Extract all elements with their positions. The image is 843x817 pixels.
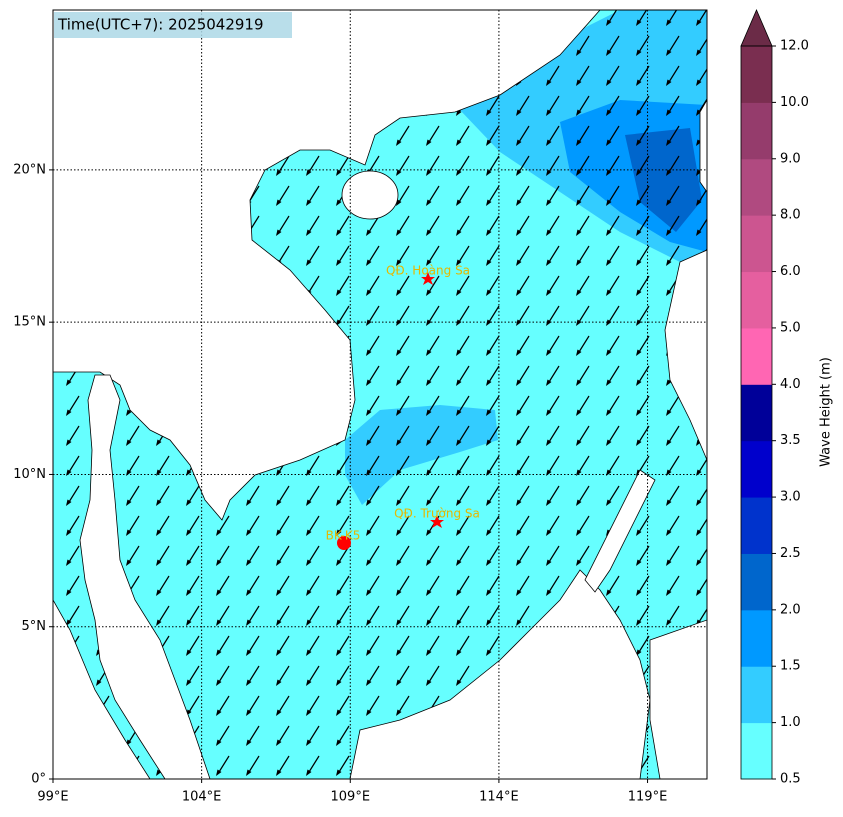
colorbar-band bbox=[741, 215, 772, 273]
lon-tick-label: 114°E bbox=[479, 790, 519, 805]
colorbar-band bbox=[741, 158, 772, 216]
colorbar-tick-label: 3.5 bbox=[780, 433, 801, 448]
lon-tick-label: 99°E bbox=[37, 790, 68, 805]
colorbar-tick-label: 3.0 bbox=[780, 490, 801, 505]
colorbar-tick-label: 9.0 bbox=[780, 151, 801, 166]
colorbar-extension bbox=[740, 8, 773, 47]
malay-peninsula bbox=[79, 374, 211, 779]
annotation: QĐ. Trường Sa bbox=[394, 507, 480, 521]
colorbar-frame bbox=[740, 45, 773, 780]
colorbar-band bbox=[741, 102, 772, 160]
colorbar-band bbox=[741, 553, 772, 611]
colorbar-tick-label: 4.0 bbox=[780, 377, 801, 392]
colorbar-tick-label: 0.5 bbox=[780, 772, 801, 787]
map-frame bbox=[52, 9, 708, 780]
lon-tick-label: 104°E bbox=[182, 790, 222, 805]
hainan bbox=[341, 170, 399, 220]
luzon bbox=[664, 249, 707, 461]
map-area: QĐ. Hoàng Sa QĐ. Trường Sa BK-K5 bbox=[53, 10, 707, 779]
lat-tick-label: 20°N bbox=[13, 162, 46, 177]
colorbar-band bbox=[741, 46, 772, 103]
colorbar-tick-label: 1.0 bbox=[780, 715, 801, 730]
lat-tick-label: 5°N bbox=[22, 619, 47, 634]
colorbar-band bbox=[741, 497, 772, 554]
colorbar-tick-label: 6.0 bbox=[780, 264, 801, 279]
colorbar-band bbox=[741, 327, 772, 385]
sumatra bbox=[53, 599, 151, 779]
lat-tick-label: 10°N bbox=[13, 467, 46, 482]
lon-tick-label: 119°E bbox=[628, 790, 668, 805]
colorbar-tick-label: 1.5 bbox=[780, 659, 801, 674]
palawan bbox=[584, 469, 656, 593]
title: Time(UTC+7): 2025042919 bbox=[57, 16, 264, 34]
graticule bbox=[53, 10, 707, 779]
colorbar-label: Wave Height (m) bbox=[819, 357, 834, 467]
colorbar-band bbox=[741, 722, 772, 780]
colorbar: 0.5 1.0 1.5 2.0 2.5 3.0 3.5 4.0 5.0 6.0 8.0 9.0 10.0… bbox=[740, 8, 809, 787]
lat-tick-label: 15°N bbox=[13, 315, 46, 330]
colorbar-band bbox=[741, 440, 772, 498]
star-marker bbox=[430, 515, 444, 528]
colorbar-band bbox=[741, 271, 772, 329]
station-marker bbox=[337, 536, 351, 550]
colorbar-tick-label: 10.0 bbox=[780, 95, 809, 110]
colorbar-tick-label: 5.0 bbox=[780, 320, 801, 335]
annotation: BK-K5 bbox=[326, 529, 361, 543]
mindanao bbox=[649, 619, 707, 779]
colorbar-band bbox=[741, 384, 772, 442]
borneo bbox=[349, 569, 651, 779]
annotation: QĐ. Hoàng Sa bbox=[386, 264, 470, 278]
lon-tick-label: 109°E bbox=[331, 790, 371, 805]
colorbar-tick-label: 12.0 bbox=[780, 39, 809, 54]
colorbar-band bbox=[741, 666, 772, 724]
colorbar-tick-label: 8.0 bbox=[780, 208, 801, 223]
colorbar-tick-label: 2.5 bbox=[780, 546, 801, 561]
taiwan bbox=[699, 99, 707, 193]
title-box bbox=[54, 12, 292, 38]
star-marker bbox=[421, 272, 435, 285]
colorbar-tick-label: 2.0 bbox=[780, 602, 801, 617]
colorbar-band bbox=[741, 609, 772, 667]
lat-tick-label: 0° bbox=[31, 772, 46, 787]
